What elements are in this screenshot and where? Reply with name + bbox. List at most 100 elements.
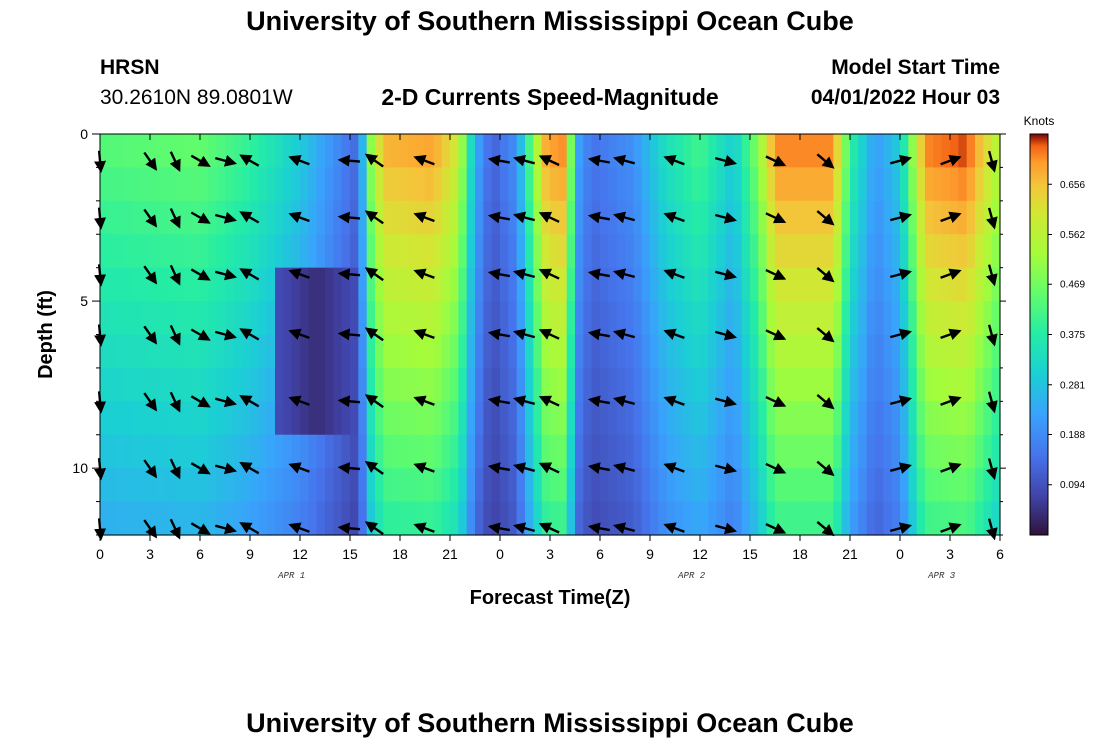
heatmap-cell — [200, 134, 209, 169]
heatmap-cell — [375, 468, 384, 503]
heatmap-cell — [208, 434, 218, 469]
current-vector — [512, 522, 536, 534]
current-vector — [714, 268, 738, 281]
heatmap-cell — [100, 468, 109, 503]
heatmap-cell — [658, 267, 668, 302]
heatmap-cell — [758, 134, 768, 169]
axes: 0 3 6 9 12 15 18 21 0 3 6 9 12 15 18 21 0 3 6 APR 1 APR 2 APR… — [35, 126, 1006, 609]
heatmap-cell — [691, 301, 701, 336]
current-vector — [487, 522, 511, 535]
x-tick-label: 21 — [442, 546, 458, 562]
heatmap-cell — [125, 468, 134, 503]
heatmap-cell — [541, 167, 551, 202]
heatmap-cell — [866, 334, 876, 369]
current-vector — [364, 521, 384, 536]
heatmap-cell — [233, 267, 243, 302]
heatmap-cell — [266, 367, 276, 402]
heatmap-cell — [658, 134, 668, 169]
current-vector — [143, 392, 158, 412]
heatmap-cell — [841, 367, 851, 402]
heatmap-cell — [425, 134, 434, 169]
heatmap-cell — [875, 434, 884, 469]
current-vector — [663, 268, 685, 280]
heatmap-cell — [625, 434, 634, 469]
heatmap-cell — [375, 401, 384, 436]
heatmap-cell — [833, 468, 843, 503]
heatmap-cell — [916, 134, 926, 169]
heatmap-cell — [633, 234, 643, 269]
heatmap-cell — [866, 267, 876, 302]
heatmap-cell — [158, 334, 168, 369]
current-vector — [190, 328, 211, 341]
heatmap-cell — [616, 468, 626, 503]
heatmap-cell — [641, 401, 651, 436]
current-vector — [612, 522, 636, 534]
heatmap-cell — [491, 234, 501, 269]
heatmap-cell — [100, 200, 109, 235]
current-vector — [663, 211, 685, 224]
heatmap-cell — [175, 434, 184, 469]
heatmap-cell — [633, 401, 643, 436]
heatmap-cell — [566, 468, 576, 503]
heatmap-cell — [391, 234, 401, 269]
heatmap-cell — [891, 167, 901, 202]
heatmap-cell — [825, 367, 834, 402]
heatmap-cell — [125, 200, 134, 235]
current-vector — [889, 154, 913, 167]
x-tick-label: 12 — [292, 546, 308, 562]
heatmap-cell — [475, 401, 484, 436]
heatmap-cell — [200, 301, 209, 336]
current-vector — [940, 462, 962, 474]
heatmap-cell — [625, 468, 634, 503]
heatmap-cell — [766, 367, 776, 402]
current-vector — [190, 211, 211, 224]
heatmap-cell — [500, 234, 509, 269]
heatmap-cell — [808, 334, 818, 369]
current-vector — [413, 211, 435, 224]
heatmap-cell — [691, 167, 701, 202]
heatmap-cell — [616, 401, 626, 436]
heatmap-cell — [900, 267, 909, 302]
heatmap-cell — [683, 334, 693, 369]
heatmap-cell — [425, 434, 434, 469]
heatmap-cell — [550, 267, 559, 302]
heatmap-cell — [758, 334, 768, 369]
heatmap-cell — [141, 468, 151, 503]
heatmap-cell — [950, 334, 959, 369]
heatmap-cell — [150, 234, 159, 269]
heatmap-cell — [583, 134, 593, 169]
heatmap-cell — [591, 367, 601, 402]
heatmap-cell — [316, 134, 326, 169]
heatmap-cell — [816, 334, 826, 369]
heatmap-cell — [925, 167, 934, 202]
heatmap-cell — [933, 501, 943, 536]
heatmap-cell — [883, 301, 893, 336]
heatmap-cell — [175, 301, 184, 336]
heatmap-cell — [391, 167, 401, 202]
heatmap-cell — [250, 301, 259, 336]
heatmap-cell — [133, 434, 143, 469]
heatmap-cell — [416, 134, 426, 169]
heatmap-cell — [450, 501, 459, 536]
heatmap-cell — [208, 134, 218, 169]
heatmap-cell — [433, 234, 443, 269]
heatmap-cell — [716, 200, 726, 235]
heatmap-cell — [233, 501, 243, 536]
heatmap-cell — [675, 200, 684, 235]
heatmap-cell — [916, 501, 926, 536]
current-vector — [190, 395, 211, 408]
heatmap-cell — [508, 200, 518, 235]
heatmap-cell — [550, 401, 559, 436]
heatmap-cell — [758, 401, 768, 436]
heatmap-cell — [841, 301, 851, 336]
heatmap-cell — [766, 401, 776, 436]
heatmap-cell — [866, 367, 876, 402]
heatmap-cell — [750, 267, 759, 302]
heatmap-cell — [300, 468, 309, 503]
heatmap-cell — [350, 267, 359, 302]
current-vector — [889, 268, 913, 281]
heatmap-cell — [500, 134, 509, 169]
heatmap-cell — [525, 468, 534, 503]
heatmap-cell — [408, 234, 418, 269]
heatmap-cell — [566, 267, 576, 302]
